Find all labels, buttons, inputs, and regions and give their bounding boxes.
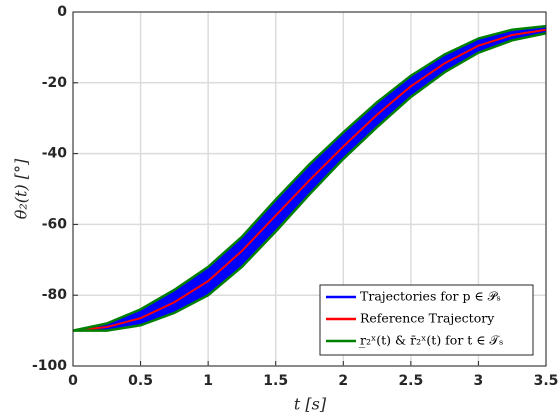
y-tick-label: -20 (42, 75, 68, 91)
y-tick-label: -100 (32, 358, 67, 374)
y-tick-label: -40 (42, 146, 68, 162)
lower-bound-line (73, 32, 547, 332)
y-axis-label: θ₂(t) [°] (12, 158, 31, 219)
x-tick-label: 3 (474, 373, 484, 389)
x-axis-label: t [s] (294, 395, 327, 414)
x-tick-label: 0.5 (128, 373, 153, 389)
x-tick-label: 0 (68, 373, 78, 389)
axes-box (72, 11, 547, 367)
x-tick-label: 3.5 (534, 373, 559, 389)
upper-bound-line (72, 24, 547, 332)
x-tick-label: 2.5 (398, 373, 423, 389)
x-tick-label: 2 (338, 373, 348, 389)
reference-line (72, 28, 547, 332)
y-tick-label: -60 (42, 216, 68, 232)
x-tick-label: 1 (203, 373, 213, 389)
legend-label: r̲₂ˣ(t) & r̄₂ˣ(t) for t ∈ 𝒯ₛ (358, 333, 503, 348)
x-tick-label: 1.5 (263, 373, 288, 389)
y-tick-label: -80 (42, 287, 68, 303)
y-tick-label: 0 (57, 4, 67, 20)
legend-label: Trajectories for p ∈ 𝒫ₛ (360, 289, 501, 304)
legend-label: Reference Trajectory (360, 311, 495, 326)
